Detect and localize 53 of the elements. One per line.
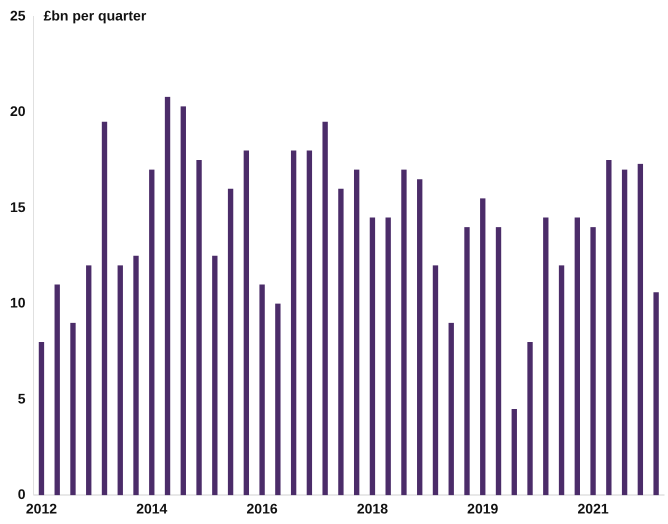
bar bbox=[496, 227, 502, 496]
bar bbox=[622, 170, 628, 496]
bar bbox=[354, 170, 360, 496]
y-tick-label: 0 bbox=[18, 486, 26, 502]
y-tick-label: 20 bbox=[10, 103, 26, 120]
y-tick-label: 25 bbox=[10, 7, 26, 24]
bar bbox=[70, 322, 76, 496]
y-tick-label: 15 bbox=[10, 198, 26, 215]
bar bbox=[512, 409, 517, 496]
bar bbox=[38, 342, 44, 496]
bar bbox=[432, 265, 438, 496]
y-tick-label: 10 bbox=[10, 294, 26, 311]
bar bbox=[638, 164, 644, 496]
bar bbox=[228, 188, 234, 496]
bar bbox=[306, 150, 312, 496]
bar bbox=[574, 217, 580, 496]
bar bbox=[338, 188, 344, 496]
bar bbox=[86, 265, 92, 496]
bar bbox=[54, 284, 60, 496]
bar bbox=[164, 96, 170, 496]
bar bbox=[653, 292, 659, 496]
bar bbox=[149, 170, 154, 496]
bar bbox=[464, 227, 470, 496]
bar bbox=[102, 122, 108, 496]
x-tick-label: 2014 bbox=[136, 500, 168, 516]
bar bbox=[118, 265, 123, 496]
bar bbox=[180, 106, 186, 496]
bar bbox=[259, 284, 265, 496]
bar bbox=[417, 179, 422, 496]
bar bbox=[244, 150, 250, 496]
bar bbox=[386, 217, 391, 496]
x-tick-label: 2018 bbox=[356, 500, 388, 516]
bar bbox=[290, 150, 296, 496]
bar bbox=[590, 227, 596, 496]
bar bbox=[133, 256, 139, 496]
y-tick-label: 5 bbox=[18, 390, 26, 406]
bar bbox=[196, 160, 202, 496]
bar bbox=[543, 217, 548, 496]
x-tick-label: 2021 bbox=[578, 500, 609, 516]
bar bbox=[527, 342, 533, 496]
bar bbox=[480, 198, 486, 496]
bar bbox=[212, 256, 218, 496]
y-axis-title: £bn per quarter bbox=[44, 7, 147, 24]
bar bbox=[370, 217, 376, 496]
x-tick-label: 2019 bbox=[467, 500, 499, 516]
bar bbox=[606, 160, 612, 496]
x-tick-label: 2016 bbox=[246, 500, 278, 516]
bar bbox=[401, 170, 407, 496]
x-tick-label: 2012 bbox=[26, 500, 58, 516]
bar bbox=[275, 304, 281, 496]
bar bbox=[322, 122, 328, 496]
bar bbox=[558, 265, 564, 496]
bar bbox=[448, 322, 454, 496]
